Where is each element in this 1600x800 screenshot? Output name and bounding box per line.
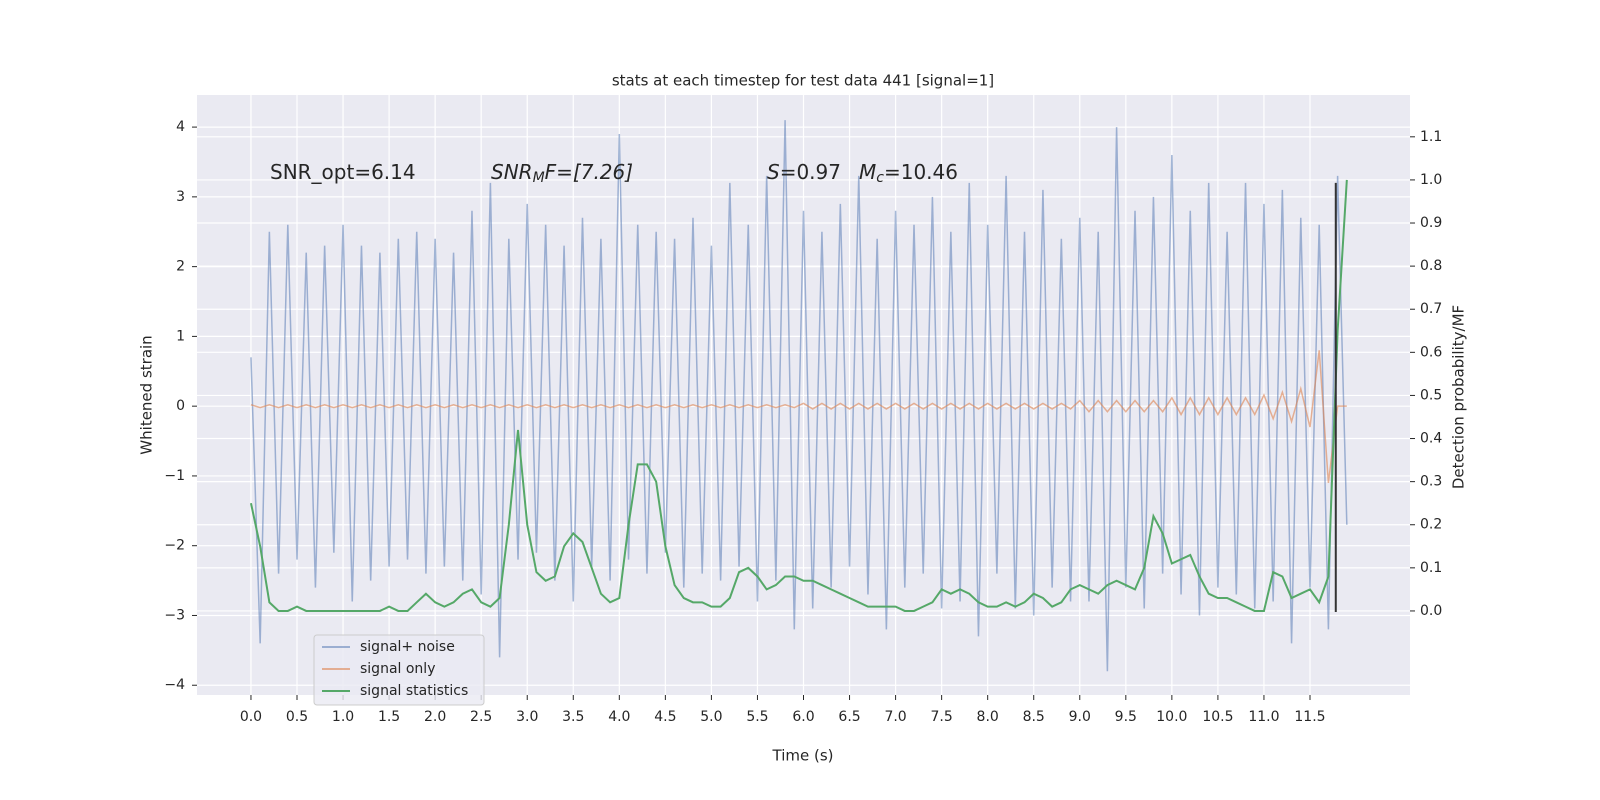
x-tick-label: 6.5 bbox=[838, 709, 860, 725]
x-tick-label: 7.5 bbox=[931, 709, 953, 725]
y2-tick-label: 1.1 bbox=[1420, 129, 1442, 145]
annotation-italic: SNR bbox=[491, 160, 533, 184]
x-tick-label: 6.0 bbox=[792, 709, 814, 725]
annotation-rest: =0.97 bbox=[780, 160, 841, 184]
x-tick-label: 10.5 bbox=[1202, 709, 1233, 725]
y2-tick-label: 0.3 bbox=[1420, 474, 1442, 490]
x-tick-label: 1.5 bbox=[378, 709, 400, 725]
annotation: SNRMF=[7.26] bbox=[491, 160, 633, 187]
y-tick-label: 1 bbox=[176, 328, 185, 344]
y-tick-label: 0 bbox=[176, 398, 185, 414]
legend-label: signal statistics bbox=[360, 683, 468, 699]
y-tick-label: 2 bbox=[176, 259, 185, 275]
x-tick-label: 11.0 bbox=[1248, 709, 1279, 725]
x-tick-label: 4.5 bbox=[654, 709, 676, 725]
annotation: Mc=10.46 bbox=[859, 160, 958, 187]
annotation-rest: =10.46 bbox=[884, 160, 958, 184]
annotation-sub: M bbox=[533, 170, 545, 186]
y2-tick-label: 0.1 bbox=[1420, 560, 1442, 576]
series-line bbox=[249, 179, 1348, 612]
y2-tick-label: 0.0 bbox=[1420, 603, 1442, 619]
x-tick-label: 9.5 bbox=[1115, 709, 1137, 725]
x-tick-label: 5.5 bbox=[746, 709, 768, 725]
legend-label: signal only bbox=[360, 661, 435, 677]
series-line bbox=[250, 350, 1347, 483]
x-tick-label: 0.0 bbox=[240, 709, 262, 725]
x-tick-label: 4.0 bbox=[608, 709, 630, 725]
x-tick-label: 1.0 bbox=[332, 709, 354, 725]
annotation-italic: M bbox=[859, 160, 876, 184]
x-tick-label: 8.5 bbox=[1023, 709, 1045, 725]
y2-axis-label: Detection probability/MF bbox=[1450, 305, 1468, 489]
y2-tick-label: 0.2 bbox=[1420, 517, 1442, 533]
y-axis-label: Whitened strain bbox=[138, 335, 156, 454]
legend-label: signal+ noise bbox=[360, 639, 455, 655]
x-tick-label: 5.0 bbox=[700, 709, 722, 725]
x-tick-label: 8.0 bbox=[977, 709, 999, 725]
x-tick-label: 9.0 bbox=[1069, 709, 1091, 725]
y-tick-label: 4 bbox=[176, 119, 185, 135]
y2-tick-label: 1.0 bbox=[1420, 172, 1442, 188]
y2-tick-label: 0.8 bbox=[1420, 258, 1442, 274]
x-tick-label: 2.0 bbox=[424, 709, 446, 725]
x-tick-label: 11.5 bbox=[1294, 709, 1325, 725]
y2-tick-label: 0.4 bbox=[1420, 431, 1442, 447]
y-tick-label: 3 bbox=[176, 189, 185, 205]
x-tick-label: 10.0 bbox=[1156, 709, 1187, 725]
x-axis-label: Time (s) bbox=[772, 747, 834, 765]
y2-tick-label: 0.7 bbox=[1420, 301, 1442, 317]
y2-tick-label: 0.9 bbox=[1420, 215, 1442, 231]
annotation-italic: S bbox=[767, 160, 780, 184]
x-tick-label: 2.5 bbox=[470, 709, 492, 725]
y-tick-label: −1 bbox=[164, 468, 185, 484]
annotation-rest: F=[7.26] bbox=[545, 160, 633, 184]
x-tick-label: 0.5 bbox=[286, 709, 308, 725]
legend-box bbox=[313, 634, 485, 706]
y2-tick-label: 0.5 bbox=[1420, 387, 1442, 403]
annotation-text: SNR_opt=6.14 bbox=[270, 160, 416, 184]
x-tick-label: 3.5 bbox=[562, 709, 584, 725]
x-tick-label: 3.0 bbox=[516, 709, 538, 725]
y2-tick-label: 0.6 bbox=[1420, 344, 1442, 360]
series-line bbox=[250, 120, 1348, 672]
y-tick-label: −3 bbox=[164, 607, 185, 623]
y-tick-label: −4 bbox=[164, 677, 185, 693]
x-tick-label: 7.0 bbox=[884, 709, 906, 725]
annotation-sub: c bbox=[876, 170, 884, 186]
annotation: S=0.97 bbox=[767, 160, 841, 184]
annotation: SNR_opt=6.14 bbox=[270, 160, 416, 184]
y-tick-label: −2 bbox=[164, 538, 185, 554]
chart-title: stats at each timestep for test data 441… bbox=[612, 72, 994, 90]
